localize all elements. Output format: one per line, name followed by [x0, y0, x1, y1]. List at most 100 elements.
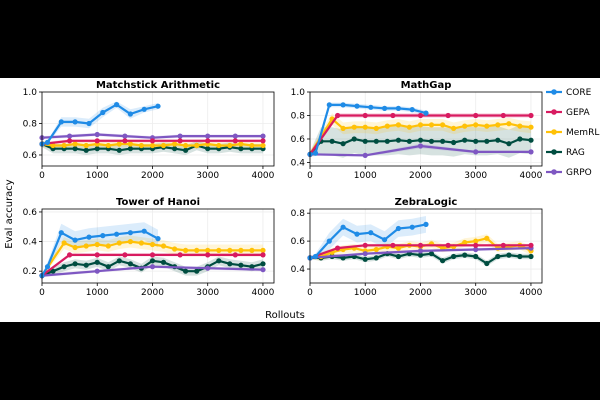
y-tick-label: 0.4: [291, 265, 306, 275]
line-core: [41, 230, 159, 277]
point-grpo: [205, 133, 211, 139]
point-grpo: [362, 152, 368, 158]
y-tick-label: 0.8: [291, 209, 306, 219]
point-gepa: [177, 138, 183, 144]
point-core: [114, 102, 120, 108]
legend-label: RAG: [566, 148, 585, 158]
legend-item-grpo: GRPO: [546, 168, 592, 178]
point-core: [127, 230, 133, 236]
legend-item-rag: RAG: [546, 148, 585, 158]
point-core: [423, 110, 429, 116]
point-gepa: [260, 252, 266, 258]
point-core: [354, 103, 360, 109]
point-core: [86, 120, 92, 127]
point-core: [127, 111, 133, 117]
point-grpo: [94, 268, 100, 274]
point-rag: [484, 260, 490, 267]
point-rag: [417, 252, 424, 258]
point-rag: [340, 141, 346, 147]
point-rag: [194, 268, 200, 274]
point-rag: [395, 253, 401, 260]
point-rag: [249, 264, 255, 270]
point-gepa: [335, 245, 341, 251]
point-memrl: [351, 124, 357, 130]
point-rag: [362, 138, 368, 144]
point-rag: [506, 252, 512, 258]
point-rag: [183, 268, 189, 274]
point-core: [409, 107, 415, 113]
panel-title: ZebraLogic: [395, 197, 458, 208]
point-memrl: [216, 142, 222, 149]
band-gepa: [310, 113, 531, 157]
legend-label: CORE: [566, 88, 592, 98]
point-grpo: [473, 246, 479, 253]
legend-item-gepa: GEPA: [546, 108, 591, 118]
point-rag: [94, 146, 100, 152]
point-memrl: [428, 122, 435, 128]
y-tick-label: 0.4: [291, 158, 306, 168]
point-memrl: [183, 142, 189, 149]
x-tick-label: 0: [39, 171, 45, 181]
point-gepa: [67, 252, 73, 258]
point-memrl: [138, 142, 144, 149]
y-tick-label: 1.0: [291, 88, 306, 98]
legend-swatch-marker: [551, 129, 557, 135]
point-rag: [506, 141, 512, 147]
point-memrl: [83, 142, 89, 149]
point-gepa: [67, 138, 73, 144]
point-gepa: [122, 252, 128, 258]
point-core: [72, 237, 78, 243]
panel-title: Matchstick Arithmetic: [96, 80, 220, 91]
panel-2: 0.4 0.6 0.8 1.0 0 1000 2000 3000 4000 MathGap: [291, 80, 543, 181]
line-core: [309, 103, 427, 156]
point-memrl: [138, 240, 144, 246]
legend-label: GRPO: [566, 168, 592, 178]
point-grpo: [67, 133, 73, 139]
point-core: [58, 119, 64, 125]
point-core: [72, 119, 78, 125]
point-memrl: [373, 125, 379, 131]
point-core: [395, 225, 401, 232]
point-rag: [94, 259, 100, 265]
point-rag: [451, 139, 457, 146]
x-tick-label: 2000: [141, 171, 164, 181]
x-tick-label: 1000: [86, 288, 109, 298]
y-tick-label: 1.0: [23, 88, 38, 98]
point-rag: [72, 146, 78, 152]
point-memrl: [260, 247, 266, 253]
legend: CORE GEPA MemRL RAG GRPO: [546, 88, 599, 178]
point-grpo: [260, 133, 266, 139]
point-core: [155, 103, 161, 109]
point-memrl: [50, 142, 56, 149]
point-rag: [149, 258, 156, 264]
point-rag: [417, 137, 424, 143]
point-grpo: [528, 149, 534, 155]
point-gepa: [149, 138, 156, 144]
legend-swatch-marker: [551, 169, 557, 175]
point-gepa: [232, 252, 238, 258]
point-core: [44, 139, 51, 145]
point-core: [141, 106, 147, 112]
point-gepa: [390, 242, 396, 248]
point-memrl: [116, 141, 122, 147]
x-tick-label: 4000: [251, 171, 274, 181]
x-tick-label: 0: [307, 288, 313, 298]
point-rag: [329, 138, 335, 144]
point-grpo: [177, 133, 183, 139]
point-memrl: [105, 142, 111, 149]
point-core: [326, 102, 332, 108]
point-rag: [528, 137, 534, 143]
point-memrl: [249, 247, 255, 253]
point-rag: [495, 253, 501, 260]
point-rag: [428, 138, 435, 144]
point-memrl: [473, 122, 479, 128]
point-memrl: [94, 241, 100, 248]
point-rag: [440, 258, 446, 264]
y-tick-label: 0.8: [23, 119, 38, 129]
point-rag: [205, 146, 211, 152]
point-grpo: [205, 265, 211, 271]
point-gepa: [445, 112, 451, 119]
point-memrl: [495, 122, 501, 128]
panel-frame: [309, 91, 543, 167]
point-memrl: [149, 241, 156, 248]
